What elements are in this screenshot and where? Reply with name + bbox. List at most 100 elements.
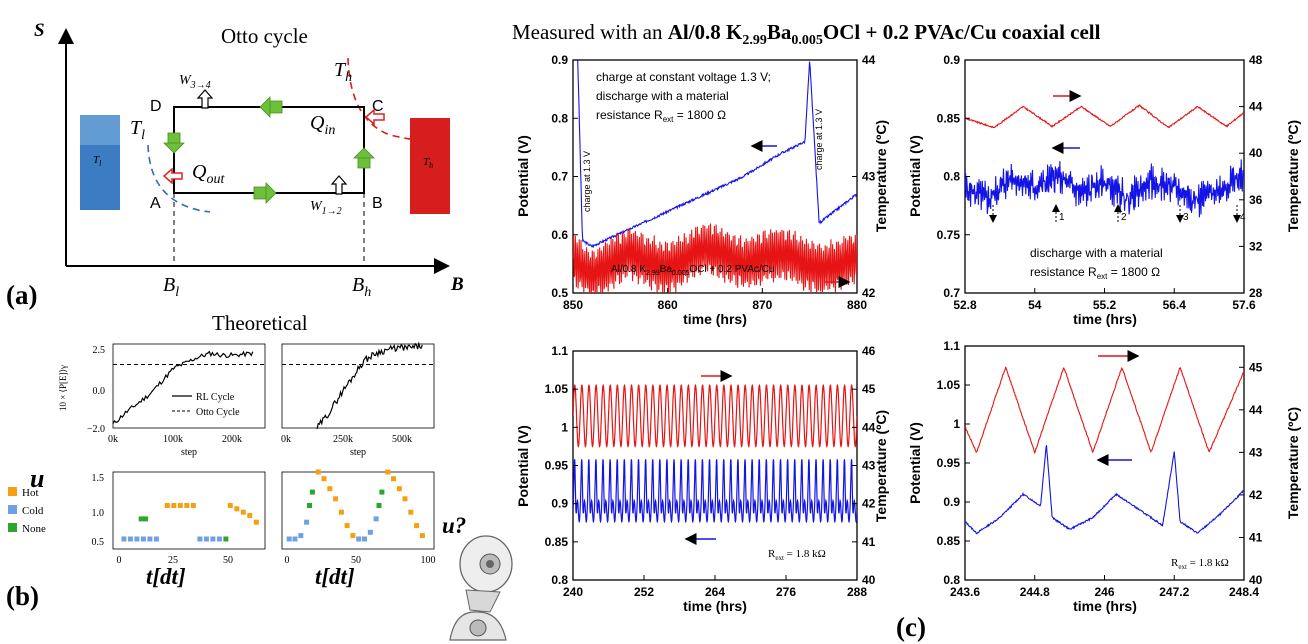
legend-swatch-cold: [8, 505, 17, 514]
y-tick-label: 1: [561, 420, 568, 434]
x-tick-label: 870: [752, 298, 772, 312]
y-tick-label: 0.8: [551, 111, 568, 125]
control-point-none: [223, 536, 229, 542]
y2-axis-label: Temperature (ºC): [1285, 407, 1301, 519]
y-tick-label: 0.8: [943, 170, 960, 184]
control-point-none: [143, 516, 149, 522]
control-point-cold: [216, 536, 222, 542]
y2-tick-label: 40: [862, 573, 876, 587]
x-tick-label: 500k: [392, 434, 412, 445]
x-axis-label: time (hrs): [683, 311, 747, 327]
temperature-line: [965, 104, 1244, 129]
x-tick-label: 56.4: [1163, 298, 1187, 312]
b-axis-label: B: [450, 274, 464, 295]
x-tick-label: 276: [776, 585, 796, 599]
y-tick-label: 0.9: [551, 53, 568, 67]
y-tick-label: 0.7: [943, 286, 960, 300]
corner-b: B: [372, 195, 383, 212]
y-tick-label: 1.05: [937, 378, 961, 392]
rl-cycle-line: [112, 350, 254, 424]
control-point-cold: [210, 536, 216, 542]
control-point-cold: [121, 536, 127, 542]
x-tick-label: 0: [285, 555, 290, 566]
control-point-hot: [190, 503, 196, 508]
x-tick-label: 100k: [163, 434, 183, 445]
control-point-hot: [419, 533, 425, 539]
temperature-line: [573, 223, 857, 293]
x-tick-label: 200k: [222, 434, 242, 445]
plot-frame: [964, 345, 1245, 581]
y-axis-label: Potential (V): [515, 425, 531, 507]
plot-area: [573, 383, 857, 524]
green-arrow-down-icon: [163, 132, 185, 154]
power-plot-left: 2.5 0.0 −2.0 0k 100k 200k step RL Cycle …: [87, 343, 266, 458]
y2-tick-label: 48: [1249, 53, 1263, 67]
control-point-hot: [171, 503, 177, 508]
annotation-line: discharge with a material: [596, 89, 729, 103]
y2-axis-label: Temperature (ºC): [1285, 120, 1301, 232]
y2-axis-label: Temperature (ºC): [873, 120, 889, 232]
hot-reservoir: [410, 118, 450, 214]
cold-reservoir-highlight: [80, 115, 120, 145]
legend-swatch-hot: [8, 487, 17, 496]
heat-out-arrow-icon: [162, 167, 183, 185]
y-tick-label: 1: [953, 417, 960, 431]
bl-label: Bl: [163, 274, 179, 300]
control-point-cold: [298, 533, 304, 539]
x-tick-label: 0k: [108, 434, 118, 445]
plot-frame: [281, 343, 435, 429]
x-tick-label: 248.4: [1229, 585, 1259, 599]
control-point-hot: [321, 476, 327, 482]
resistance-label: Rext = 1.8 kΩ: [768, 548, 826, 562]
heat-in-arrow-icon: [364, 108, 385, 126]
w12-label: W1→2: [310, 199, 342, 217]
y-tick-label: 0.5: [551, 286, 568, 300]
u-label: u: [30, 464, 44, 493]
control-point-cold: [153, 536, 159, 542]
potential-line: [573, 459, 857, 524]
t-axis-label-left: t[dt]: [146, 564, 186, 589]
bh-label: Bh: [352, 274, 371, 300]
y-tick-label: 1.05: [545, 382, 569, 396]
cell-label: Al/0.8 K2.99Ba0.005OCl + 0.2 PVAc/Cu: [611, 264, 775, 277]
x-axis-label: step: [350, 447, 366, 458]
control-point-hot: [184, 503, 190, 508]
y-tick-label: 0.6: [551, 228, 568, 242]
legend-swatch-none: [8, 523, 17, 532]
y-tick-label: 1.5: [92, 473, 105, 484]
y-tick-label: 0.8: [943, 573, 960, 587]
corner-c: C: [372, 98, 384, 115]
y2-axis-label: Temperature (ºC): [873, 410, 889, 522]
x-tick-label: 0: [117, 555, 122, 566]
x-tick-label: 250k: [333, 434, 353, 445]
state-legend: Hot Cold None: [8, 487, 46, 535]
plot-frame: [572, 350, 858, 581]
y-tick-label: 0.85: [937, 111, 961, 125]
y2-tick-label: 44: [862, 420, 876, 434]
y2-tick-label: 45: [1249, 360, 1263, 374]
control-point-cold: [367, 529, 373, 535]
marker-label: 4: [1240, 212, 1246, 223]
control-point-cold: [362, 536, 367, 542]
y2-tick-label: 45: [862, 382, 876, 396]
x-tick-label: 288: [847, 585, 867, 599]
x-tick-label: 54: [1028, 298, 1042, 312]
x-tick-label: 25: [168, 555, 178, 566]
x-tick-label: 850: [563, 298, 583, 312]
x-tick-label: 246: [1094, 585, 1114, 599]
t-axis-label-right: t[dt]: [315, 564, 355, 589]
y2-tick-label: 28: [1249, 286, 1263, 300]
y-tick-label: 0.5: [92, 537, 105, 548]
x-tick-label: 247.2: [1159, 585, 1189, 599]
marker-label: 3: [1183, 212, 1189, 223]
plot-frame: [112, 471, 266, 550]
y2-tick-label: 43: [862, 459, 876, 473]
control-point-hot: [350, 533, 356, 539]
x-tick-label: 0k: [281, 434, 291, 445]
x-axis-label: time (hrs): [1073, 598, 1137, 614]
y2-tick-label: 42: [862, 286, 876, 300]
qout-label: Qout: [192, 161, 225, 187]
y-tick-label: 0.0: [93, 386, 106, 397]
y2-tick-label: 32: [1249, 239, 1263, 253]
